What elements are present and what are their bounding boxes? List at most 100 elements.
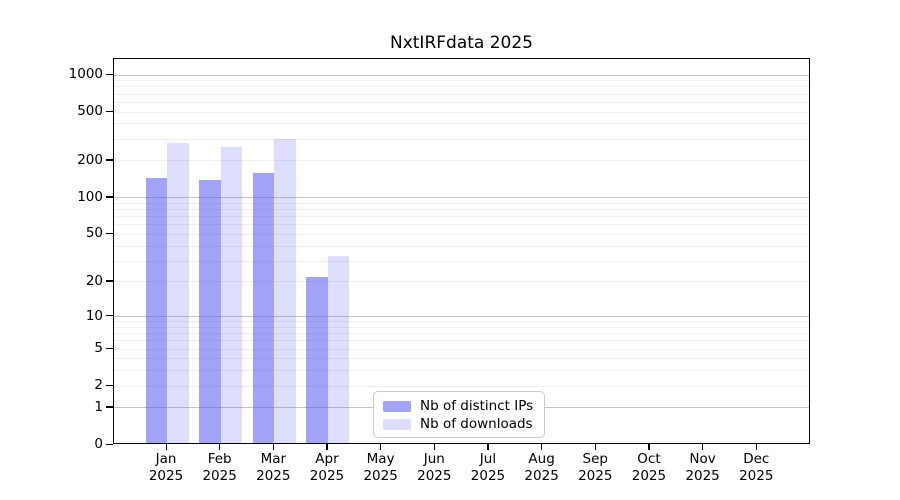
x-tick-year: 2025	[363, 467, 398, 484]
y-tick-label: 200	[77, 151, 103, 168]
y-axis-tick	[106, 406, 113, 408]
gridline-minor	[114, 321, 809, 323]
y-axis-tick	[106, 443, 113, 445]
x-tick-month: Apr	[315, 451, 339, 467]
y-tick-label: 500	[77, 103, 103, 120]
y-axis-tick	[106, 110, 113, 112]
x-tick-label: Jul 2025	[456, 451, 520, 484]
gridline-minor	[114, 370, 809, 372]
gridline-minor	[114, 216, 809, 218]
y-axis-tick	[106, 73, 113, 75]
bar-downloads-mar	[274, 139, 296, 443]
legend-swatch-distinct-ips	[383, 400, 411, 412]
legend-item-distinct-ips: Nb of distinct IPs	[383, 398, 535, 414]
x-tick-month: Jan	[155, 451, 177, 467]
y-tick-label: 20	[85, 272, 103, 289]
x-axis-tick	[326, 444, 328, 450]
x-tick-month: Sep	[582, 451, 608, 467]
y-axis-tick	[106, 347, 113, 349]
bar-distinct-ips-jan	[145, 178, 167, 443]
x-tick-year: 2025	[148, 467, 184, 484]
x-tick-month: Oct	[637, 451, 661, 467]
bar-downloads-apr	[327, 256, 350, 443]
y-axis-tick	[106, 315, 113, 317]
x-tick-month: Jun	[423, 451, 445, 467]
x-axis-tick	[272, 444, 275, 450]
gridline-minor	[114, 224, 809, 226]
y-tick-label: 0	[94, 436, 103, 452]
y-tick-label: 1	[94, 398, 103, 415]
x-tick-year: 2025	[470, 467, 506, 484]
x-tick-label: Jun 2025	[402, 451, 466, 484]
gridline-minor	[114, 245, 809, 247]
gridline-minor	[114, 111, 809, 113]
x-tick-label: Jan 2025	[134, 451, 198, 484]
x-tick-label: Aug 2025	[510, 451, 574, 484]
x-tick-year: 2025	[417, 467, 452, 484]
x-tick-year: 2025	[256, 467, 291, 484]
plot-area	[113, 58, 810, 444]
bar-distinct-ips-apr	[306, 277, 328, 443]
legend-label-downloads: Nb of downloads	[420, 416, 533, 432]
gridline-minor	[114, 260, 809, 262]
bar-distinct-ips-mar	[252, 172, 275, 443]
x-tick-label: Dec 2025	[724, 451, 788, 484]
x-tick-year: 2025	[524, 467, 559, 484]
gridline-minor	[114, 233, 809, 235]
gridline-minor	[114, 340, 809, 342]
x-tick-label: Nov 2025	[671, 451, 735, 484]
x-tick-month: Aug	[528, 451, 555, 467]
gridline-minor	[114, 358, 809, 360]
gridline-minor	[114, 101, 809, 103]
y-tick-label: 2	[94, 377, 103, 394]
legend-item-downloads: Nb of downloads	[383, 416, 535, 432]
x-axis-tick	[702, 444, 704, 450]
x-axis-tick	[541, 444, 543, 450]
gridline-minor	[114, 123, 809, 125]
x-tick-label: Sep 2025	[563, 451, 627, 484]
y-axis-tick	[106, 196, 113, 198]
bar-downloads-jan	[167, 143, 189, 443]
x-axis-tick	[487, 444, 489, 450]
y-axis-tick	[106, 232, 113, 235]
y-axis-tick	[106, 159, 113, 161]
x-tick-month: Dec	[743, 451, 770, 467]
legend: Nb of distinct IPs Nb of downloads	[373, 391, 545, 438]
y-tick-label: 1000	[68, 66, 103, 82]
gridline-minor	[114, 160, 809, 162]
x-axis-tick	[380, 444, 382, 450]
gridline-minor	[114, 348, 809, 350]
x-tick-month: Feb	[207, 451, 232, 467]
gridline-minor	[114, 93, 809, 95]
gridline-major	[114, 74, 809, 76]
x-tick-month: May	[366, 451, 395, 467]
gridline-major	[114, 316, 809, 318]
gridline-minor	[114, 385, 809, 387]
legend-label-distinct-ips: Nb of distinct IPs	[420, 398, 534, 414]
x-axis-tick	[755, 444, 758, 450]
x-tick-month: Nov	[689, 451, 716, 467]
gridline-minor	[114, 281, 809, 283]
x-axis-tick	[219, 444, 221, 450]
y-tick-label: 50	[85, 225, 103, 242]
x-axis-tick	[433, 444, 436, 450]
x-tick-label: Apr 2025	[295, 451, 359, 484]
x-tick-year: 2025	[578, 467, 613, 484]
x-axis-tick	[648, 444, 650, 450]
bar-distinct-ips-feb	[199, 179, 221, 443]
x-tick-label: Mar 2025	[241, 451, 305, 484]
x-tick-label: Feb 2025	[188, 451, 252, 484]
bar-downloads-feb	[220, 146, 243, 443]
y-tick-label: 100	[77, 188, 103, 205]
gridline-minor	[114, 326, 809, 328]
gridline-minor	[114, 86, 809, 88]
x-tick-year: 2025	[739, 467, 774, 484]
x-tick-month: Jul	[479, 451, 497, 467]
gridline-minor	[114, 333, 809, 335]
gridline-minor	[114, 138, 809, 140]
gridline-minor	[114, 202, 809, 204]
x-axis-tick	[594, 444, 597, 450]
x-tick-year: 2025	[685, 467, 720, 484]
x-tick-month: Mar	[260, 451, 287, 467]
